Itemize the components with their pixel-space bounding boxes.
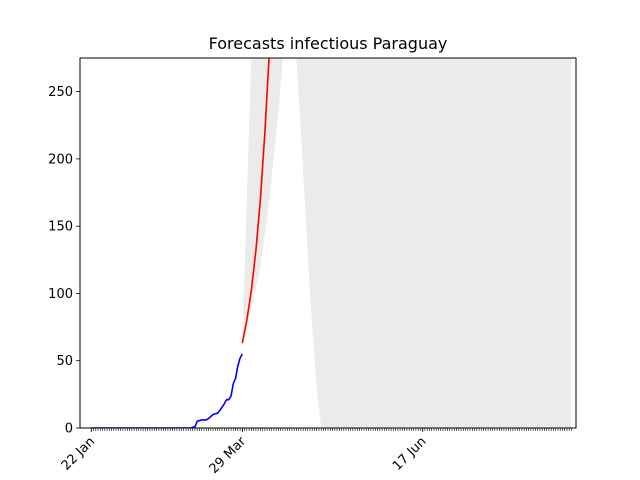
confidence-band-segment-0 [242,58,283,344]
x-axis: 22 Jan 29 Mar 17 Jun [59,428,572,477]
y-tick-label: 250 [48,85,73,100]
series-lines [91,58,270,428]
x-tick-label: 17 Jun [390,434,430,474]
y-tick-label: 50 [56,354,73,369]
confidence-band-segment-1 [296,58,572,428]
y-tick-label: 100 [48,287,73,302]
x-tick-label: 29 Mar [207,434,250,477]
series-line-0 [91,353,244,428]
x-tick-label: 22 Jan [59,434,98,473]
y-axis: 0 50 100 150 200 250 [48,85,80,437]
y-tick-label: 150 [48,220,73,235]
y-tick-label: 0 [65,422,73,437]
confidence-band [242,58,572,428]
series-line-1 [241,58,270,344]
y-tick-label: 200 [48,152,73,167]
chart-title: Forecasts infectious Paraguay [209,34,448,53]
